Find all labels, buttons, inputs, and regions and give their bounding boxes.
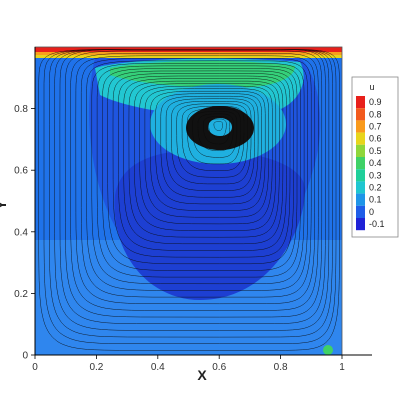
streamline xyxy=(59,49,326,324)
y-axis: 0 0.2 0.4 0.6 0.8 xyxy=(14,47,36,362)
y-axis-label: Y xyxy=(0,200,9,210)
x-tick-label: 0.2 xyxy=(89,362,103,373)
lid-yellow-band xyxy=(35,55,342,58)
legend-label: 0 xyxy=(369,207,374,217)
legend-label: 0.8 xyxy=(369,109,382,119)
streamline xyxy=(181,106,245,171)
y-tick-label: 0 xyxy=(22,351,28,362)
legend-swatch xyxy=(356,169,365,182)
legend-swatch xyxy=(356,157,365,170)
streamline xyxy=(91,63,305,285)
x-tick-label: 0.6 xyxy=(212,362,226,373)
streamline xyxy=(134,83,277,231)
legend-swatch xyxy=(356,193,365,206)
streamline xyxy=(203,116,231,145)
streamline xyxy=(192,111,238,158)
legend-label: 0.3 xyxy=(369,170,382,180)
streamline xyxy=(165,98,255,191)
streamline xyxy=(123,78,284,245)
streamline xyxy=(208,118,227,138)
y-tick-label: 0.8 xyxy=(14,104,28,115)
legend-label: 0.2 xyxy=(369,183,382,193)
streamline xyxy=(64,50,323,318)
streamline xyxy=(176,103,248,178)
streamline xyxy=(80,58,312,298)
legend-title: u xyxy=(369,82,374,92)
colorbar-legend: u 0.9 0.8 0.7 0.6 0.5 0.4 0.3 0.2 0.1 0 -0.1 xyxy=(351,76,399,238)
streamline xyxy=(149,90,266,211)
legend-swatch xyxy=(356,120,365,133)
legend-swatch xyxy=(356,181,365,194)
y-tick-label: 0.4 xyxy=(14,227,28,238)
x-tick-label: 1 xyxy=(339,362,345,373)
legend-label: 0.5 xyxy=(369,146,382,156)
streamline xyxy=(197,113,234,151)
legend-label: 0.7 xyxy=(369,122,382,132)
contour-negative-core xyxy=(114,150,306,300)
streamline xyxy=(96,65,301,278)
legend-label: -0.1 xyxy=(369,219,385,229)
streamline xyxy=(187,108,241,165)
streamline xyxy=(54,49,330,331)
legend-swatch xyxy=(356,108,365,121)
streamline xyxy=(118,75,287,251)
legend-swatch xyxy=(356,132,365,145)
corner-eddy xyxy=(323,345,333,355)
streamline xyxy=(171,101,252,185)
streamline xyxy=(38,49,340,351)
legend-swatch xyxy=(356,218,365,231)
x-axis-label: X xyxy=(197,367,207,383)
legend-label: 0.4 xyxy=(369,158,382,168)
streamline xyxy=(75,55,316,305)
y-tick-label: 0.6 xyxy=(14,166,28,177)
streamline xyxy=(128,80,280,238)
streamline xyxy=(160,95,259,198)
streamline xyxy=(107,70,294,265)
streamline xyxy=(144,88,270,218)
legend-swatch xyxy=(356,144,365,157)
y-tick-label: 0.2 xyxy=(14,289,28,300)
legend-swatch xyxy=(356,205,365,218)
streamline xyxy=(102,68,298,271)
contour-field xyxy=(35,47,342,355)
streamline xyxy=(139,85,273,225)
x-axis: 0 0.2 0.4 0.6 0.8 1 xyxy=(32,354,372,373)
streamline xyxy=(43,49,337,344)
streamline xyxy=(49,49,333,338)
legend-swatch xyxy=(356,96,365,109)
legend-label: 0.6 xyxy=(369,134,382,144)
streamline xyxy=(155,93,262,205)
vortex-center xyxy=(208,118,232,136)
x-tick-label: 0 xyxy=(32,362,38,373)
streamline xyxy=(112,73,291,258)
legend-label: 0.1 xyxy=(369,195,382,205)
streamline xyxy=(86,60,308,291)
x-tick-label: 0.8 xyxy=(274,362,288,373)
x-tick-label: 0.4 xyxy=(151,362,165,373)
legend-label: 0.9 xyxy=(369,97,382,107)
streamline xyxy=(213,121,223,131)
streamline xyxy=(70,53,319,311)
streamlines xyxy=(38,49,340,351)
